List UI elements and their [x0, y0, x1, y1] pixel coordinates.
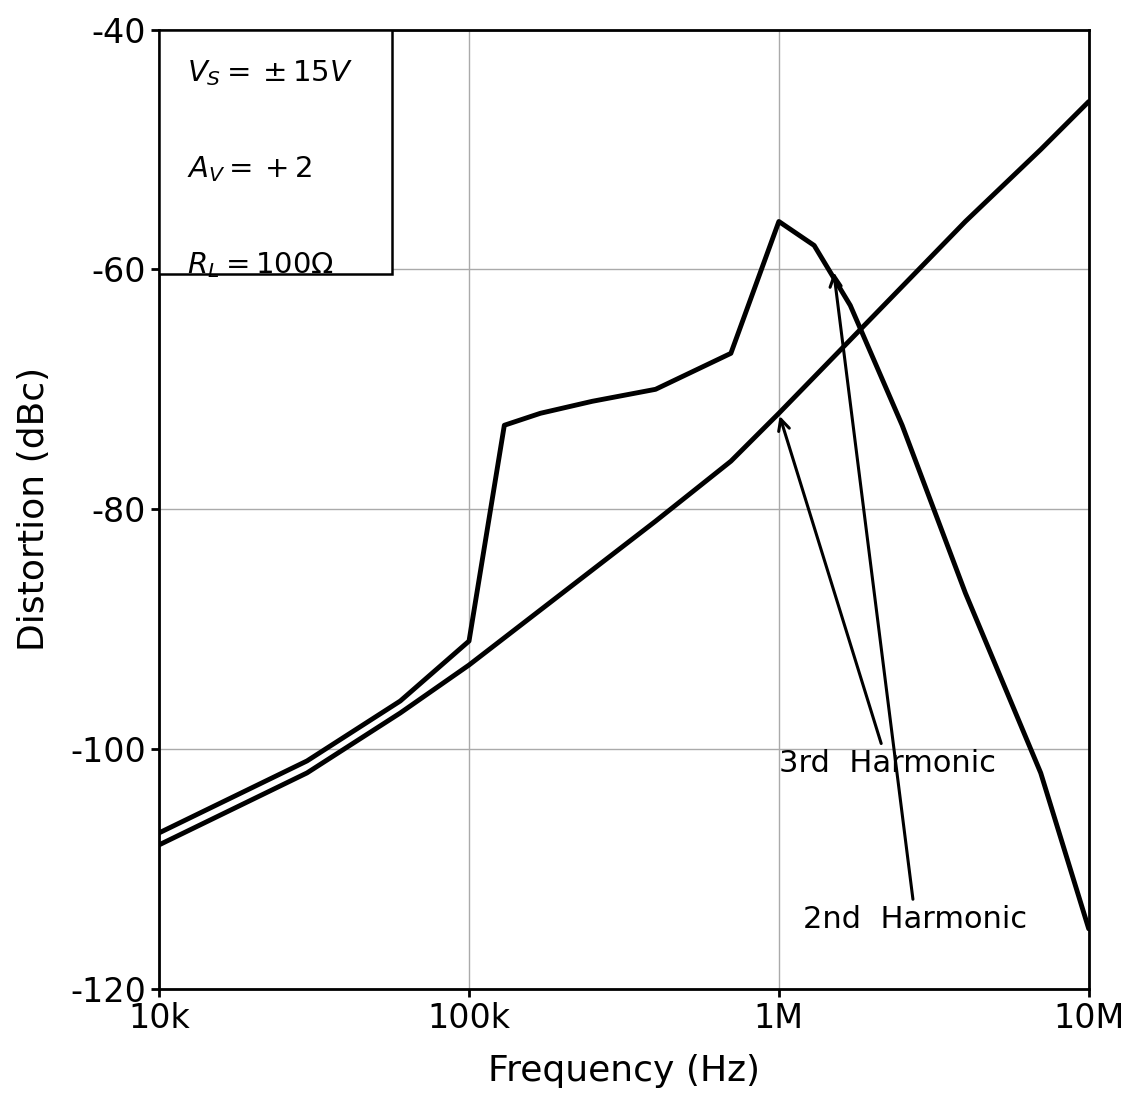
Text: 2nd  Harmonic: 2nd Harmonic: [803, 275, 1028, 934]
Text: $R_L = 100\Omega$: $R_L = 100\Omega$: [187, 250, 334, 280]
Text: 3rd  Harmonic: 3rd Harmonic: [778, 419, 996, 778]
FancyBboxPatch shape: [160, 30, 391, 274]
Y-axis label: Distortion (dBc): Distortion (dBc): [17, 367, 50, 651]
X-axis label: Frequency (Hz): Frequency (Hz): [488, 1054, 760, 1088]
Text: $A_V = +2$: $A_V = +2$: [187, 155, 313, 185]
Text: $V_S = \pm15V$: $V_S = \pm15V$: [187, 59, 353, 88]
